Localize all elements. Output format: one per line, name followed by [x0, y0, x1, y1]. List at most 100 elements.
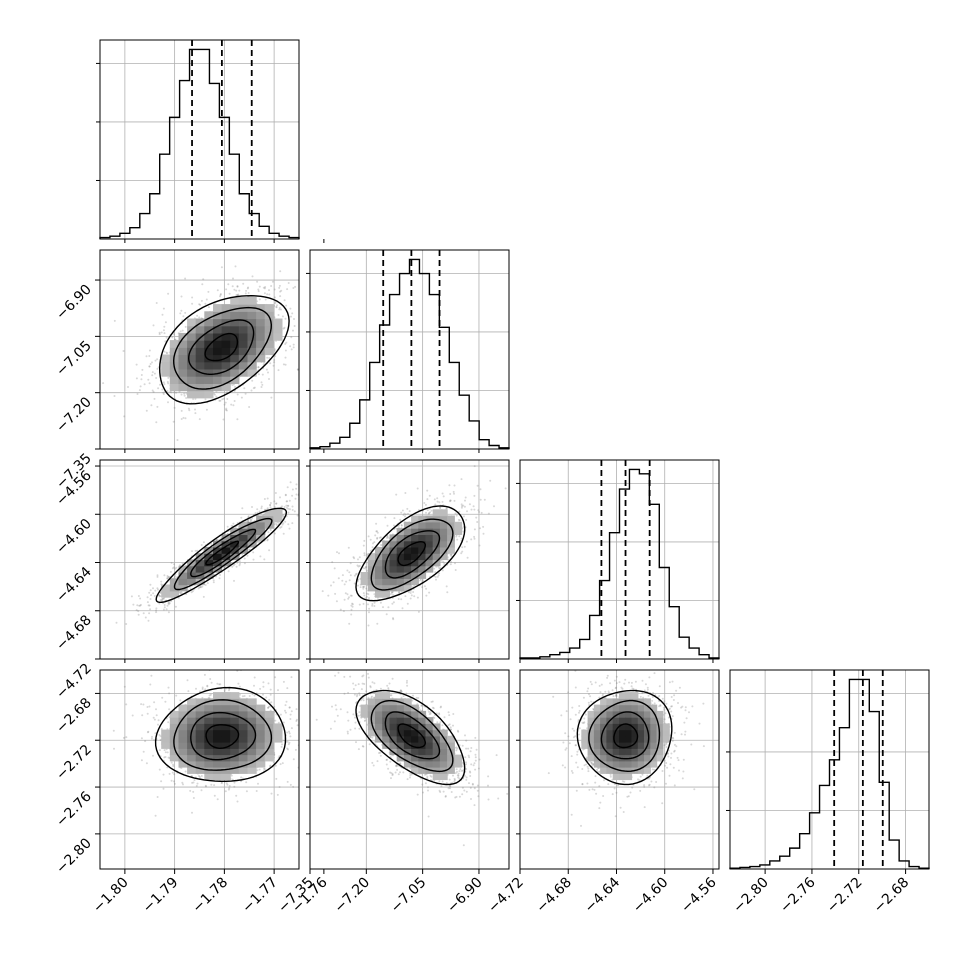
sample-point — [504, 487, 507, 490]
sample-point — [358, 556, 361, 559]
sample-point — [321, 590, 324, 593]
sample-point — [425, 511, 427, 514]
sample-point — [123, 415, 126, 418]
density-cell — [230, 368, 240, 377]
sample-point — [256, 280, 259, 283]
sample-point — [425, 594, 428, 597]
sample-point — [249, 520, 252, 522]
sample-point — [304, 307, 306, 309]
sample-point — [300, 728, 302, 730]
density-cell — [161, 584, 171, 592]
sample-point — [350, 604, 353, 607]
density-cell — [256, 318, 266, 327]
sample-point — [265, 368, 268, 371]
sample-point — [351, 603, 354, 606]
density-cell — [411, 521, 419, 529]
sample-point — [212, 579, 215, 582]
histogram-steps — [729, 678, 930, 869]
sample-point — [169, 390, 172, 393]
density-cell — [221, 332, 231, 341]
sample-point — [398, 591, 400, 594]
density-cell — [389, 540, 398, 548]
density-cell — [238, 340, 248, 348]
density-cell — [221, 546, 231, 554]
sample-point — [291, 488, 294, 491]
sample-point — [146, 601, 149, 604]
sample-point — [330, 584, 332, 587]
density-cell — [403, 584, 412, 592]
sample-point — [189, 587, 192, 590]
sample-point — [162, 307, 165, 310]
sample-point — [236, 393, 239, 396]
density-cell — [195, 376, 205, 384]
contour-4 — [158, 294, 290, 405]
sample-point — [236, 294, 239, 296]
sample-point — [289, 481, 292, 484]
density-cell — [204, 553, 214, 561]
density-cell — [418, 565, 427, 573]
sample-point — [233, 563, 236, 566]
sample-point — [102, 382, 105, 385]
sample-point — [201, 283, 204, 286]
sample-point — [267, 371, 269, 374]
sample-point — [274, 506, 276, 509]
sample-point — [263, 287, 266, 290]
sample-point — [412, 591, 415, 593]
sample-point — [163, 604, 166, 606]
contour-3 — [173, 517, 273, 591]
density-cell — [454, 521, 463, 529]
density-cell — [187, 354, 197, 363]
density-cell — [396, 584, 405, 592]
sample-point — [362, 592, 365, 595]
sample-point — [313, 481, 315, 483]
sample-point — [167, 721, 170, 724]
sample-point — [252, 558, 255, 561]
density-cell — [230, 332, 240, 341]
sample-point — [157, 387, 160, 390]
sample-point — [343, 598, 346, 601]
sample-point — [180, 591, 183, 594]
sample-point — [409, 597, 412, 600]
sample-point — [354, 573, 357, 576]
sample-point — [273, 349, 276, 352]
density-cell — [375, 572, 383, 579]
sample-point — [273, 359, 276, 361]
density-cell — [169, 383, 179, 392]
density-cell — [238, 368, 248, 377]
sample-point — [292, 346, 295, 349]
sample-point — [273, 348, 276, 351]
density-cell — [204, 559, 214, 567]
sample-point — [113, 395, 116, 397]
sample-point — [227, 283, 230, 286]
sample-point — [161, 388, 164, 391]
sample-point — [247, 286, 250, 289]
sample-point — [295, 487, 298, 490]
density-cell — [447, 540, 455, 548]
sample-point — [385, 536, 388, 539]
sample-point — [438, 501, 441, 504]
sample-point — [355, 572, 358, 575]
sample-point — [142, 612, 145, 615]
sample-point — [473, 508, 476, 511]
scatter-panel-2-1 — [309, 459, 510, 660]
sample-point — [268, 378, 270, 380]
sample-point — [156, 575, 159, 578]
sample-point — [190, 591, 193, 594]
sample-point — [235, 289, 238, 292]
sample-point — [256, 508, 259, 511]
sample-point — [238, 289, 241, 292]
density-cell — [411, 572, 419, 579]
panel-content — [310, 460, 509, 659]
sample-point — [235, 565, 238, 568]
sample-point — [113, 319, 116, 322]
sample-point — [218, 577, 221, 580]
sample-point — [205, 408, 208, 411]
sample-point — [258, 285, 261, 288]
sample-point — [218, 683, 221, 686]
density-cell — [264, 521, 274, 529]
density-cell — [396, 578, 405, 586]
sample-point — [207, 306, 210, 309]
sample-point — [363, 552, 366, 555]
sample-point — [155, 302, 158, 304]
sample-point — [139, 385, 142, 388]
